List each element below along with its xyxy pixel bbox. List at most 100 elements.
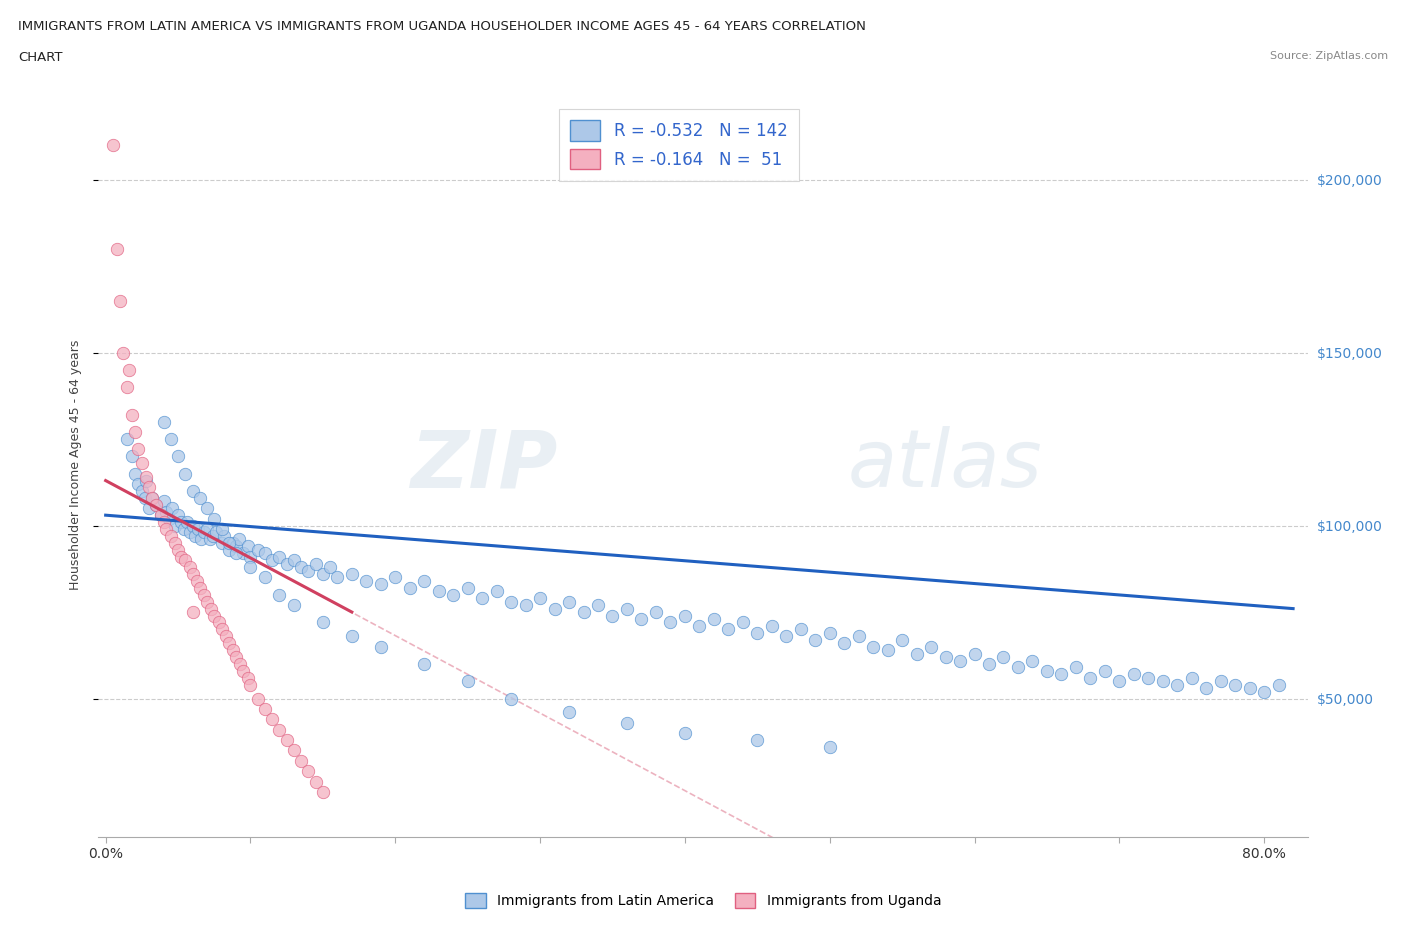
Point <box>138 480 160 495</box>
Point <box>138 501 160 516</box>
Point <box>239 677 262 692</box>
Point <box>262 711 284 726</box>
Point <box>384 570 406 585</box>
Point <box>193 525 215 540</box>
Point <box>818 739 841 754</box>
Point <box>127 476 149 491</box>
Point <box>891 632 914 647</box>
Point <box>159 528 181 543</box>
Point <box>157 512 180 526</box>
Point <box>188 490 211 505</box>
Point <box>312 566 335 581</box>
Point <box>145 498 167 512</box>
Point <box>225 546 247 561</box>
Point <box>761 618 783 633</box>
Point <box>673 608 696 623</box>
Point <box>340 566 363 581</box>
Point <box>356 574 378 589</box>
Point <box>876 643 898 658</box>
Point <box>558 594 581 609</box>
Point <box>290 753 312 768</box>
Point <box>1094 663 1116 678</box>
Text: atlas: atlas <box>848 426 1043 504</box>
Point <box>319 560 342 575</box>
Point <box>101 138 124 153</box>
Point <box>1166 677 1188 692</box>
Point <box>228 532 250 547</box>
Point <box>195 501 218 516</box>
Point <box>1064 660 1087 675</box>
Point <box>262 552 284 567</box>
Point <box>253 546 276 561</box>
Point <box>188 580 211 595</box>
Point <box>558 705 581 720</box>
Point <box>370 639 392 654</box>
Point <box>297 764 319 778</box>
Point <box>747 733 769 748</box>
Point <box>201 528 224 543</box>
Point <box>155 522 177 537</box>
Point <box>121 407 143 422</box>
Point <box>993 650 1015 665</box>
Point <box>246 542 269 557</box>
Point <box>124 425 146 440</box>
Point <box>920 639 942 654</box>
Point <box>167 449 190 464</box>
Text: ZIP: ZIP <box>411 426 558 504</box>
Point <box>225 538 247 553</box>
Point <box>1036 663 1059 678</box>
Point <box>1152 674 1174 689</box>
Point <box>202 512 225 526</box>
Point <box>131 484 153 498</box>
Point <box>184 528 207 543</box>
Point <box>471 591 494 605</box>
Point <box>515 598 537 613</box>
Point <box>152 494 174 509</box>
Legend: Immigrants from Latin America, Immigrants from Uganda: Immigrants from Latin America, Immigrant… <box>460 888 946 914</box>
Point <box>586 598 609 613</box>
Point <box>1253 684 1275 699</box>
Point <box>413 657 436 671</box>
Point <box>179 525 201 540</box>
Point <box>398 580 420 595</box>
Point <box>977 657 1000 671</box>
Point <box>105 241 128 256</box>
Point <box>112 345 135 360</box>
Point <box>117 432 139 446</box>
Point <box>688 618 710 633</box>
Point <box>326 570 349 585</box>
Point <box>1209 674 1232 689</box>
Point <box>630 612 652 627</box>
Point <box>1108 674 1130 689</box>
Point <box>193 588 215 603</box>
Point <box>195 594 218 609</box>
Point <box>211 622 233 637</box>
Point <box>775 629 797 644</box>
Point <box>659 615 682 630</box>
Point <box>1007 660 1029 675</box>
Point <box>905 646 928 661</box>
Point <box>135 473 157 488</box>
Point <box>457 580 479 595</box>
Point <box>949 653 972 668</box>
Point <box>204 525 226 540</box>
Point <box>152 414 174 429</box>
Point <box>790 622 813 637</box>
Point <box>165 518 187 533</box>
Point <box>218 542 240 557</box>
Point <box>218 636 240 651</box>
Point <box>236 671 259 685</box>
Point <box>253 701 276 716</box>
Point <box>218 536 240 551</box>
Point <box>485 584 508 599</box>
Point <box>145 498 167 512</box>
Point <box>543 601 565 616</box>
Point <box>127 442 149 457</box>
Point <box>413 574 436 589</box>
Point <box>181 484 204 498</box>
Point <box>239 550 262 565</box>
Point <box>501 691 523 706</box>
Point <box>165 536 187 551</box>
Point <box>731 615 754 630</box>
Point <box>232 663 254 678</box>
